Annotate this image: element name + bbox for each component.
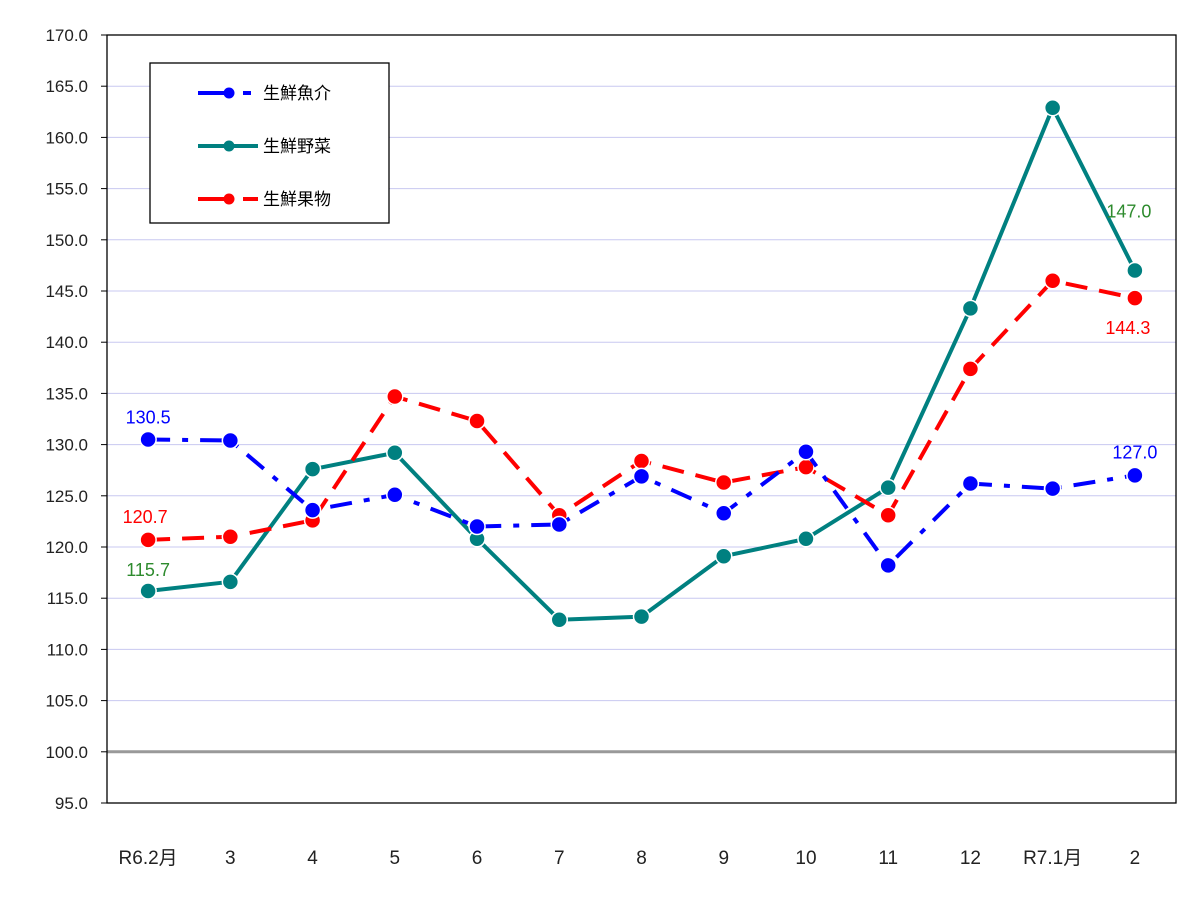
data-point bbox=[468, 517, 486, 536]
x-tick-label: 5 bbox=[390, 848, 401, 869]
data-point bbox=[303, 460, 322, 478]
y-tick-label: 95.0 bbox=[55, 794, 88, 813]
data-point bbox=[879, 556, 897, 575]
x-tick-label: 6 bbox=[472, 848, 483, 869]
data-point bbox=[961, 360, 980, 378]
x-tick-label: R7.1月 bbox=[1023, 848, 1082, 869]
x-tick-label: 10 bbox=[795, 848, 816, 869]
data-point bbox=[714, 504, 733, 522]
x-tick-label: 11 bbox=[878, 848, 898, 869]
y-tick-label: 160.0 bbox=[45, 128, 88, 147]
data-point bbox=[714, 473, 733, 492]
data-point bbox=[386, 387, 404, 406]
data-label: 127.0 bbox=[1112, 442, 1157, 462]
x-tick-label: 12 bbox=[960, 848, 981, 869]
x-tick-label: R6.2月 bbox=[119, 848, 178, 869]
data-point bbox=[1043, 479, 1062, 498]
data-point bbox=[797, 443, 815, 461]
plot-area bbox=[106, 34, 1177, 804]
data-point bbox=[797, 530, 815, 548]
legend-marker-fruit bbox=[223, 193, 235, 205]
y-tick-label: 110.0 bbox=[47, 640, 88, 659]
y-tick-label: 135.0 bbox=[45, 384, 88, 403]
series-0 bbox=[139, 430, 1144, 575]
data-point bbox=[879, 506, 897, 525]
data-point bbox=[714, 547, 733, 565]
legend-item-fruit: 生鮮果物 bbox=[198, 190, 331, 210]
data-label: 144.3 bbox=[1105, 318, 1150, 338]
x-tick-label: 9 bbox=[718, 848, 729, 869]
data-point bbox=[303, 501, 322, 519]
series-line bbox=[148, 278, 1136, 542]
y-tick-label: 155.0 bbox=[45, 180, 88, 199]
data-point bbox=[550, 610, 569, 629]
data-point bbox=[1126, 261, 1144, 280]
x-axis: R6.2月 3 4 5 6 7 8 9 10 11 12 R7.1月 2 bbox=[119, 848, 1141, 869]
x-tick-label: 2 bbox=[1130, 848, 1141, 869]
data-point bbox=[632, 607, 651, 626]
legend-label-fruit: 生鮮果物 bbox=[263, 190, 331, 210]
data-point bbox=[221, 528, 240, 546]
y-tick-label: 145.0 bbox=[45, 282, 88, 301]
y-axis: 95.0 100.0 105.0 110.0 115.0 120.0 125.0 130.0 1… bbox=[45, 26, 107, 813]
data-point bbox=[1043, 98, 1062, 117]
legend-box bbox=[149, 62, 390, 224]
data-point bbox=[386, 486, 404, 504]
data-point bbox=[961, 299, 980, 318]
legend-label-vegetable: 生鮮野菜 bbox=[263, 137, 331, 157]
y-tick-label: 125.0 bbox=[45, 487, 88, 506]
y-tick-label: 150.0 bbox=[45, 231, 88, 250]
data-point bbox=[139, 531, 157, 549]
y-tick-label: 115.0 bbox=[47, 589, 88, 608]
x-tick-label: 3 bbox=[225, 848, 236, 869]
data-label: 147.0 bbox=[1106, 202, 1151, 222]
data-point bbox=[961, 474, 980, 493]
y-tick-label: 100.0 bbox=[45, 743, 88, 762]
legend-item-fish: 生鮮魚介 bbox=[198, 84, 331, 104]
data-labels: 130.5 127.0 115.7 147.0 120.7 144.3 bbox=[123, 202, 1158, 581]
legend: 生鮮魚介 生鮮野菜 生鮮果物 bbox=[149, 62, 390, 224]
data-point bbox=[1126, 466, 1144, 485]
x-tick-label: 7 bbox=[554, 848, 565, 869]
data-point bbox=[1126, 289, 1144, 307]
y-tick-label: 140.0 bbox=[45, 333, 88, 352]
data-point bbox=[221, 431, 240, 450]
data-point bbox=[550, 515, 569, 534]
legend-item-vegetable: 生鮮野菜 bbox=[198, 137, 331, 157]
series-2 bbox=[139, 272, 1144, 549]
y-tick-label: 165.0 bbox=[45, 77, 88, 96]
data-point bbox=[879, 478, 897, 497]
data-point bbox=[139, 582, 157, 600]
series-group bbox=[139, 98, 1144, 629]
y-tick-label: 170.0 bbox=[45, 26, 88, 45]
x-tick-label: 8 bbox=[636, 848, 647, 869]
series-1 bbox=[139, 98, 1144, 629]
data-point bbox=[632, 452, 651, 470]
y-tick-label: 120.0 bbox=[45, 538, 88, 557]
data-point bbox=[386, 444, 404, 462]
y-tick-label: 105.0 bbox=[45, 692, 88, 711]
data-point bbox=[468, 412, 486, 430]
data-point bbox=[139, 430, 157, 449]
data-label: 130.5 bbox=[126, 407, 171, 427]
data-point bbox=[1043, 272, 1062, 290]
legend-label-fish: 生鮮魚介 bbox=[263, 84, 331, 104]
y-tick-label: 130.0 bbox=[45, 436, 88, 455]
x-tick-label: 4 bbox=[307, 848, 318, 869]
data-label: 120.7 bbox=[123, 507, 168, 527]
data-point bbox=[221, 573, 240, 591]
data-label: 115.7 bbox=[126, 560, 170, 580]
legend-marker-vegetable bbox=[223, 140, 235, 152]
legend-marker-fish bbox=[223, 87, 235, 99]
data-point bbox=[632, 467, 651, 486]
